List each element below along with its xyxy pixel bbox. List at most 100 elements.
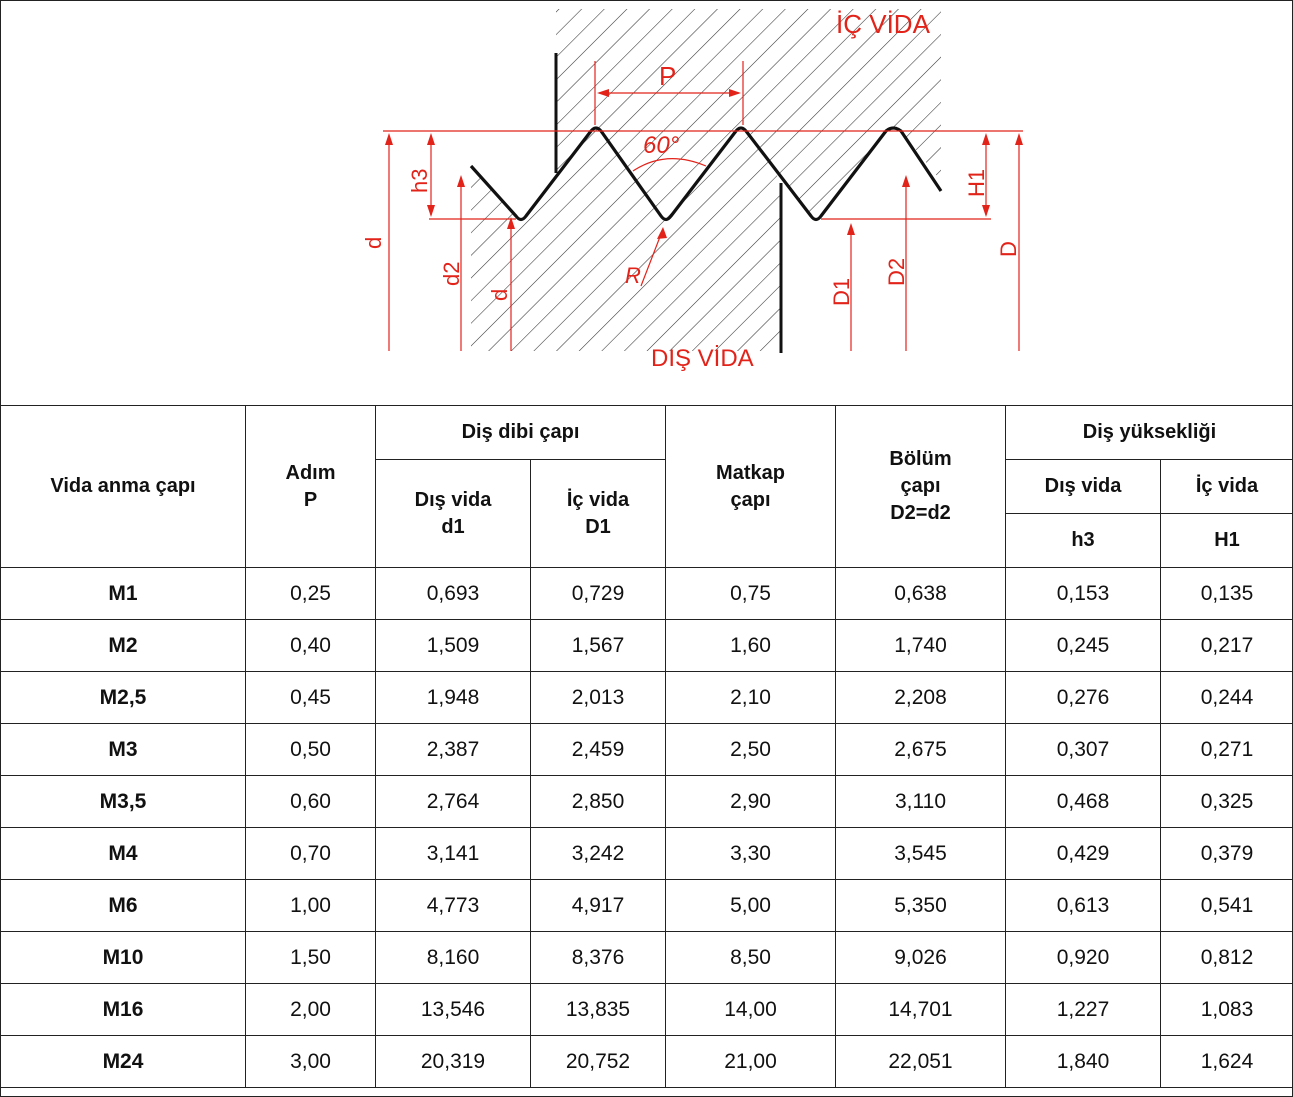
thread-height-ext-label: h3 xyxy=(407,169,432,193)
cell-drill: 2,90 xyxy=(665,775,836,828)
cell-height-external: 0,429 xyxy=(1005,827,1161,880)
minor-diameter-int-label: D1 xyxy=(829,278,854,306)
cell-height-internal: 0,135 xyxy=(1160,567,1293,620)
cell-root-internal: 4,917 xyxy=(530,879,666,932)
minor-diameter-ext-label: d xyxy=(487,289,512,301)
cell-pitch-diameter: 1,740 xyxy=(835,619,1006,672)
cell-pitch: 1,00 xyxy=(245,879,376,932)
cell-root-external: 20,319 xyxy=(375,1035,531,1088)
cell-drill: 21,00 xyxy=(665,1035,836,1088)
cell-pitch-diameter: 9,026 xyxy=(835,931,1006,984)
cell-nominal: M3,5 xyxy=(0,775,246,828)
cell-root-external: 2,764 xyxy=(375,775,531,828)
cell-height-internal: 0,271 xyxy=(1160,723,1293,776)
cell-root-internal: 2,013 xyxy=(530,671,666,724)
cell-height-external: 0,920 xyxy=(1005,931,1161,984)
table-row: M3 0,50 2,387 2,459 2,50 2,675 0,307 0,271 xyxy=(0,723,1293,776)
cell-pitch-diameter: 2,208 xyxy=(835,671,1006,724)
cell-root-internal: 0,729 xyxy=(530,567,666,620)
cell-height-internal: 0,541 xyxy=(1160,879,1293,932)
major-diameter-label: d xyxy=(361,237,386,249)
header-root-internal: İç vida D1 xyxy=(530,459,666,568)
cell-height-internal: 0,379 xyxy=(1160,827,1293,880)
cell-root-external: 1,509 xyxy=(375,619,531,672)
cell-nominal: M1 xyxy=(0,567,246,620)
cell-height-internal: 0,325 xyxy=(1160,775,1293,828)
header-height-internal-symbol: H1 xyxy=(1160,513,1293,568)
cell-pitch: 0,60 xyxy=(245,775,376,828)
cell-height-internal: 0,812 xyxy=(1160,931,1293,984)
cell-height-external: 0,245 xyxy=(1005,619,1161,672)
cell-pitch: 1,50 xyxy=(245,931,376,984)
table-row: M2,5 0,45 1,948 2,013 2,10 2,208 0,276 0,244 xyxy=(0,671,1293,724)
table-row: M3,5 0,60 2,764 2,850 2,90 3,110 0,468 0,325 xyxy=(0,775,1293,828)
cell-nominal: M10 xyxy=(0,931,246,984)
pitch-diameter-int-label: D2 xyxy=(884,258,909,286)
cell-pitch: 3,00 xyxy=(245,1035,376,1088)
cell-height-external: 0,307 xyxy=(1005,723,1161,776)
cell-nominal: M2 xyxy=(0,619,246,672)
cell-root-external: 3,141 xyxy=(375,827,531,880)
cell-root-external: 13,546 xyxy=(375,983,531,1036)
header-pitch-diameter: Bölüm çapı D2=d2 xyxy=(835,405,1006,568)
angle-label: 60° xyxy=(643,132,680,159)
thread-height-int-label: H1 xyxy=(964,169,989,197)
cell-pitch: 0,25 xyxy=(245,567,376,620)
table-row: M2 0,40 1,509 1,567 1,60 1,740 0,245 0,217 xyxy=(0,619,1293,672)
cell-height-internal: 0,244 xyxy=(1160,671,1293,724)
header-root-external: Dış vida d1 xyxy=(375,459,531,568)
header-thread-height: Diş yüksekliği xyxy=(1005,405,1293,460)
cell-height-external: 0,468 xyxy=(1005,775,1161,828)
cell-root-external: 0,693 xyxy=(375,567,531,620)
cell-nominal: M16 xyxy=(0,983,246,1036)
cell-nominal: M4 xyxy=(0,827,246,880)
cell-root-external: 1,948 xyxy=(375,671,531,724)
cell-drill: 1,60 xyxy=(665,619,836,672)
cell-height-external: 1,227 xyxy=(1005,983,1161,1036)
cell-pitch-diameter: 0,638 xyxy=(835,567,1006,620)
radius-label: R xyxy=(625,263,641,288)
cell-drill: 8,50 xyxy=(665,931,836,984)
cell-nominal: M3 xyxy=(0,723,246,776)
cell-pitch-diameter: 2,675 xyxy=(835,723,1006,776)
table-row: M24 3,00 20,319 20,752 21,00 22,051 1,840 1,624 xyxy=(0,1035,1293,1088)
table-row: M1 0,25 0,693 0,729 0,75 0,638 0,153 0,135 xyxy=(0,567,1293,620)
header-height-external: Dış vida xyxy=(1005,459,1161,514)
cell-drill: 5,00 xyxy=(665,879,836,932)
external-thread-label: DIŞ VİDA xyxy=(651,345,754,372)
cell-drill: 2,50 xyxy=(665,723,836,776)
thread-profile-diagram: İÇ VİDA DIŞ VİDA P 60° d d2 d h3 R D1 D2… xyxy=(1,1,1292,405)
table-row: M6 1,00 4,773 4,917 5,00 5,350 0,613 0,541 xyxy=(0,879,1293,932)
cell-pitch: 0,70 xyxy=(245,827,376,880)
metric-thread-table: Vida anma çapı Adım P Diş dibi çapı Matka… xyxy=(0,405,1293,1088)
header-root-diameter: Diş dibi çapı xyxy=(375,405,666,460)
cell-pitch: 0,40 xyxy=(245,619,376,672)
cell-root-external: 2,387 xyxy=(375,723,531,776)
cell-height-external: 1,840 xyxy=(1005,1035,1161,1088)
table-row: M10 1,50 8,160 8,376 8,50 9,026 0,920 0,812 xyxy=(0,931,1293,984)
table-row: M16 2,00 13,546 13,835 14,00 14,701 1,227 1,083 xyxy=(0,983,1293,1036)
pitch-label: P xyxy=(659,61,676,91)
cell-nominal: M24 xyxy=(0,1035,246,1088)
cell-root-internal: 3,242 xyxy=(530,827,666,880)
cell-nominal: M6 xyxy=(0,879,246,932)
major-diameter-int-label: D xyxy=(996,241,1021,257)
cell-pitch-diameter: 22,051 xyxy=(835,1035,1006,1088)
cell-height-internal: 0,217 xyxy=(1160,619,1293,672)
pitch-diameter-ext-label: d2 xyxy=(439,262,464,286)
header-height-external-symbol: h3 xyxy=(1005,513,1161,568)
dimension-lines xyxy=(383,61,1023,351)
internal-thread-label: İÇ VİDA xyxy=(836,9,931,39)
cell-height-internal: 1,083 xyxy=(1160,983,1293,1036)
thread-profile-svg: İÇ VİDA DIŞ VİDA P 60° d d2 d h3 R D1 D2… xyxy=(361,9,1023,372)
cell-pitch-diameter: 5,350 xyxy=(835,879,1006,932)
cell-drill: 3,30 xyxy=(665,827,836,880)
cell-root-internal: 20,752 xyxy=(530,1035,666,1088)
dimension-arrows xyxy=(385,89,1023,239)
cell-height-external: 0,276 xyxy=(1005,671,1161,724)
cell-root-internal: 1,567 xyxy=(530,619,666,672)
cell-root-internal: 8,376 xyxy=(530,931,666,984)
cell-root-internal: 13,835 xyxy=(530,983,666,1036)
cell-pitch-diameter: 3,110 xyxy=(835,775,1006,828)
cell-pitch: 0,50 xyxy=(245,723,376,776)
